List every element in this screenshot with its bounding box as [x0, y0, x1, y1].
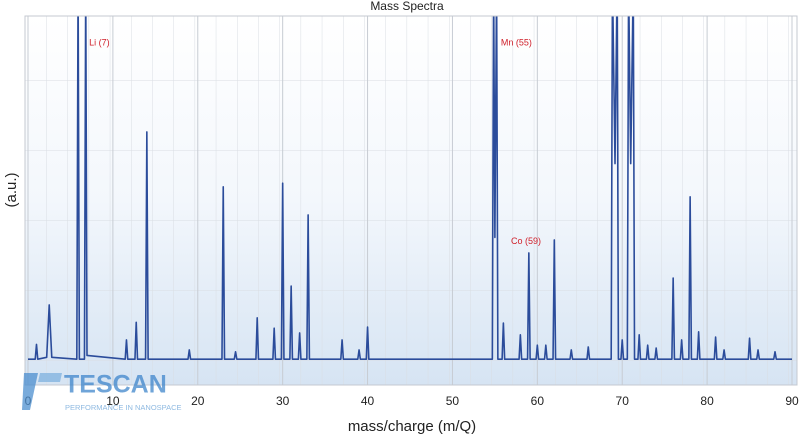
x-tick-label: 90 [785, 394, 799, 408]
plot-layer [28, 16, 792, 360]
x-tick-label: 80 [700, 394, 714, 408]
peak-annotation: Co (59) [511, 236, 541, 246]
logo-mark [22, 373, 38, 410]
x-tick-label: 60 [531, 394, 545, 408]
x-tick-label: 70 [616, 394, 630, 408]
x-tick-label: 10 [106, 394, 120, 408]
logo-name: TESCAN [64, 371, 167, 399]
grid-pattern [25, 16, 797, 385]
x-tick-label: 40 [361, 394, 375, 408]
x-axis-label: mass/charge (m/Q) [348, 418, 476, 435]
x-tick-label: 30 [276, 394, 290, 408]
logo: TESCAN PERFORMANCE IN NANOSPACE [22, 371, 182, 412]
label-layer: 0102030405060708090Li (7)Mn (55)Co (59) [25, 37, 799, 408]
y-axis-label: (a.u.) [3, 172, 20, 207]
logo-mark [38, 373, 62, 382]
plot-frame [24, 15, 798, 386]
logo-tagline: PERFORMANCE IN NANOSPACE [65, 403, 182, 412]
spectrum-line [28, 16, 792, 360]
chart-title: Mass Spectra [370, 0, 444, 13]
grid-layer [27, 16, 793, 385]
peak-annotation: Mn (55) [501, 37, 532, 47]
x-tick-label: 20 [191, 394, 205, 408]
peak-annotation: Li (7) [89, 37, 110, 47]
x-tick-label: 50 [446, 394, 460, 408]
